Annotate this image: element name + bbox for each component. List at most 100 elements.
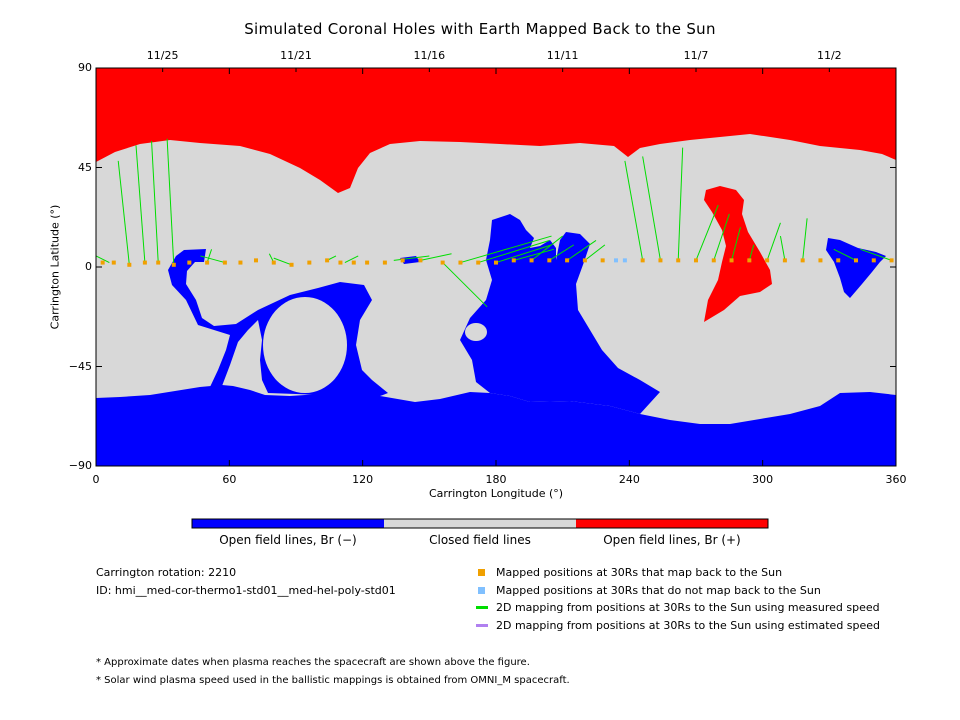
closed-island-west: [263, 297, 347, 393]
footnote-dates: * Approximate dates when plasma reaches …: [96, 657, 530, 668]
mapping-line: [766, 222, 781, 261]
mapped-point: [171, 262, 176, 267]
x-tick-label: 180: [485, 473, 507, 486]
mapped-point: [494, 260, 498, 265]
mapped-point: [640, 258, 645, 263]
mapping-line: [677, 147, 684, 261]
mapped-point: [458, 260, 463, 265]
y-tick-label: −90: [68, 459, 92, 472]
colorbar-label-closed: Closed field lines: [429, 533, 531, 547]
mapping-line: [624, 160, 644, 261]
axis-ticks: [95, 67, 897, 467]
y-tick-label: 0: [85, 260, 92, 273]
legend-unmapped-swatch: [478, 587, 485, 594]
mapping-line: [513, 248, 554, 261]
mapped-point: [582, 258, 587, 263]
mapped-point: [325, 258, 330, 263]
mapping-line: [495, 244, 552, 264]
mapped-point: [365, 260, 370, 265]
mapped-point: [156, 260, 161, 265]
y-tick-label: 90: [78, 61, 92, 74]
mapped-point: [351, 260, 356, 265]
mapping-line: [779, 235, 786, 261]
mapping-line: [151, 140, 159, 263]
mapped-point: [658, 258, 663, 263]
legend-estimated: 2D mapping from positions at 30Rs to the…: [496, 619, 881, 632]
mapping-line: [531, 235, 563, 261]
mapped-point: [694, 258, 698, 263]
mapped-point: [476, 260, 481, 265]
mapped-point: [271, 260, 276, 265]
x-tick-label: 300: [752, 473, 774, 486]
mapped-point: [400, 258, 405, 263]
x-tick-label: 240: [618, 473, 640, 486]
colorbar-closed: [384, 519, 576, 528]
legend-mapped: Mapped positions at 30Rs that map back t…: [496, 566, 783, 579]
central-negative-region: [460, 214, 660, 414]
mapped-points: [100, 258, 894, 267]
model-id: ID: hmi__med-cor-thermo1-std01__med-hel-…: [96, 584, 396, 597]
x-axis-label: Carrington Longitude (°): [428, 487, 564, 500]
mapping-line: [166, 138, 175, 265]
legend-measured-swatch: [476, 606, 488, 609]
y-axis-label: Carrington Latitude (°): [48, 204, 62, 330]
south-negative-region: [96, 385, 896, 466]
mapping-line: [117, 160, 130, 265]
date-label: 11/11: [546, 49, 579, 62]
mapping-line: [566, 240, 597, 261]
mapped-point: [765, 258, 770, 263]
mapping-line: [584, 244, 606, 261]
mapping-line: [442, 262, 488, 308]
mapping-line: [695, 204, 719, 261]
mapped-point: [205, 260, 210, 265]
north-positive-region: [96, 68, 896, 193]
mapped-point: [800, 258, 805, 263]
mapped-point: [889, 258, 894, 263]
mapped-point: [127, 262, 132, 267]
mapping-line: [833, 248, 857, 261]
date-label: 11/7: [683, 49, 709, 62]
mapped-point: [676, 258, 681, 263]
mapping-line: [748, 244, 755, 261]
date-label: 11/2: [816, 49, 842, 62]
mapping-line: [731, 227, 741, 261]
mapping-line: [135, 145, 146, 263]
x-tick-label: 0: [92, 473, 100, 486]
mapping-line: [460, 235, 552, 264]
mapping-line: [200, 255, 226, 264]
mapped-point: [187, 260, 192, 265]
mapping-line: [478, 239, 550, 264]
mapping-line: [206, 249, 213, 263]
colorbar-label-negative: Open field lines, Br (−): [219, 533, 357, 547]
legend-estimated-swatch: [476, 624, 488, 627]
mapped-point: [836, 258, 841, 263]
y-tick-label: −45: [68, 359, 92, 373]
legend-mapped-swatch: [478, 569, 485, 576]
mapped-point: [254, 258, 258, 263]
mapped-point: [818, 258, 823, 263]
date-label: 11/16: [413, 49, 446, 62]
mapping-line: [95, 255, 110, 264]
mapped-point: [440, 260, 445, 265]
colorbar-label-positive: Open field lines, Br (+): [603, 533, 741, 547]
mapped-point: [142, 260, 147, 265]
mapped-point: [418, 258, 423, 263]
mapped-point: [854, 258, 858, 263]
mapped-point: [547, 258, 552, 263]
mapped-point: [338, 260, 343, 265]
mapped-point: [565, 258, 570, 263]
x-tick-label: 60: [222, 473, 237, 486]
colorbar-frame: [191, 518, 769, 529]
chart-title: Simulated Coronal Holes with Earth Mappe…: [244, 20, 716, 38]
y-tick-label: 45: [78, 160, 92, 174]
mapped-point: [238, 260, 243, 265]
mapping-line: [420, 253, 452, 261]
positive-lobe-region: [704, 186, 772, 322]
mapped-point: [529, 258, 534, 263]
mapping-line: [713, 213, 730, 261]
mapped-point: [307, 260, 312, 265]
mapping-line: [393, 255, 430, 261]
mapped-point: [382, 260, 387, 265]
mapped-point: [711, 258, 716, 263]
